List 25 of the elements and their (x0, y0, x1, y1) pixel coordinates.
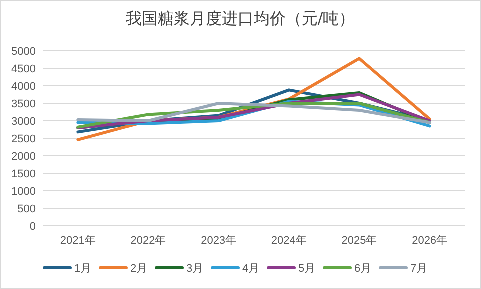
x-tick-label: 2023年 (201, 235, 237, 247)
y-tick-label: 2000 (12, 151, 36, 163)
x-tick-label: 2021年 (60, 235, 96, 247)
y-tick-label: 3000 (12, 116, 36, 128)
legend-label: 5月 (298, 263, 316, 275)
title: 我国糖浆月度进口均价（元/吨） (126, 9, 356, 28)
y-tick-label: 0 (30, 221, 36, 233)
x-tick-label: 2025年 (342, 235, 378, 247)
y-tick-label: 5000 (12, 46, 36, 58)
legend-label: 7月 (410, 263, 428, 275)
y-tick-label: 4000 (12, 81, 36, 93)
y-tick-label: 1500 (12, 168, 36, 180)
y-tick-label: 500 (18, 204, 36, 216)
x-tick-label: 2024年 (271, 235, 307, 247)
y-tick-label: 2500 (12, 134, 36, 146)
y-tick-label: 1000 (12, 186, 36, 198)
legend-label: 3月 (186, 263, 204, 275)
x-tick-label: 2026年 (412, 235, 448, 247)
legend-label: 2月 (130, 263, 148, 275)
x-tick-label: 2022年 (130, 235, 166, 247)
legend-label: 4月 (242, 263, 260, 275)
y-tick-label: 3500 (12, 98, 36, 110)
legend-label: 1月 (74, 263, 92, 275)
y-tick-label: 4500 (12, 64, 36, 76)
legend-label: 6月 (354, 263, 372, 275)
